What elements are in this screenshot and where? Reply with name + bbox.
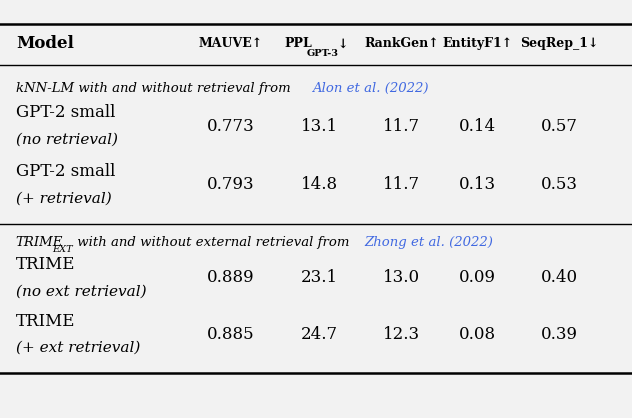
Text: with and without external retrieval from: with and without external retrieval from: [73, 236, 353, 249]
Text: 0.885: 0.885: [207, 326, 255, 343]
Text: SeqRep_1↓: SeqRep_1↓: [520, 37, 599, 51]
Text: 0.793: 0.793: [207, 176, 255, 194]
Text: TRIME: TRIME: [16, 236, 63, 249]
Text: Alon et al. (2022): Alon et al. (2022): [312, 82, 428, 95]
Text: TRIME: TRIME: [16, 313, 75, 329]
Text: 0.53: 0.53: [541, 176, 578, 194]
Text: 0.40: 0.40: [541, 270, 578, 286]
Text: RankGen↑: RankGen↑: [364, 37, 439, 51]
Text: (+ retrieval): (+ retrieval): [16, 191, 112, 206]
Text: MAUVE↑: MAUVE↑: [198, 37, 263, 51]
Text: (+ ext retrieval): (+ ext retrieval): [16, 341, 140, 355]
Text: 12.3: 12.3: [383, 326, 420, 343]
Text: 0.13: 0.13: [459, 176, 495, 194]
Text: ↓: ↓: [337, 37, 348, 51]
Text: 11.7: 11.7: [383, 118, 420, 135]
Text: GPT-2 small: GPT-2 small: [16, 163, 115, 180]
Text: Model: Model: [16, 36, 74, 52]
Text: 11.7: 11.7: [383, 176, 420, 194]
Text: 0.09: 0.09: [459, 270, 495, 286]
Text: EXT: EXT: [52, 245, 73, 255]
Text: 0.14: 0.14: [459, 118, 495, 135]
Text: 13.1: 13.1: [301, 118, 337, 135]
Text: 0.39: 0.39: [541, 326, 578, 343]
Text: GPT-3: GPT-3: [307, 48, 339, 58]
Text: (no ext retrieval): (no ext retrieval): [16, 284, 147, 298]
Text: GPT-2 small: GPT-2 small: [16, 104, 115, 121]
Text: (no retrieval): (no retrieval): [16, 133, 118, 147]
Text: 0.08: 0.08: [459, 326, 495, 343]
Text: kNN-LM with and without retrieval from: kNN-LM with and without retrieval from: [16, 82, 295, 95]
Text: Zhong et al. (2022): Zhong et al. (2022): [365, 236, 494, 249]
Text: 24.7: 24.7: [301, 326, 337, 343]
Text: PPL: PPL: [284, 37, 312, 51]
Text: TRIME: TRIME: [16, 256, 75, 273]
Text: 0.889: 0.889: [207, 270, 255, 286]
Text: EntityF1↑: EntityF1↑: [442, 37, 513, 51]
Text: 13.0: 13.0: [383, 270, 420, 286]
Text: 14.8: 14.8: [301, 176, 337, 194]
Text: 23.1: 23.1: [301, 270, 337, 286]
Text: 0.773: 0.773: [207, 118, 255, 135]
Text: 0.57: 0.57: [541, 118, 578, 135]
